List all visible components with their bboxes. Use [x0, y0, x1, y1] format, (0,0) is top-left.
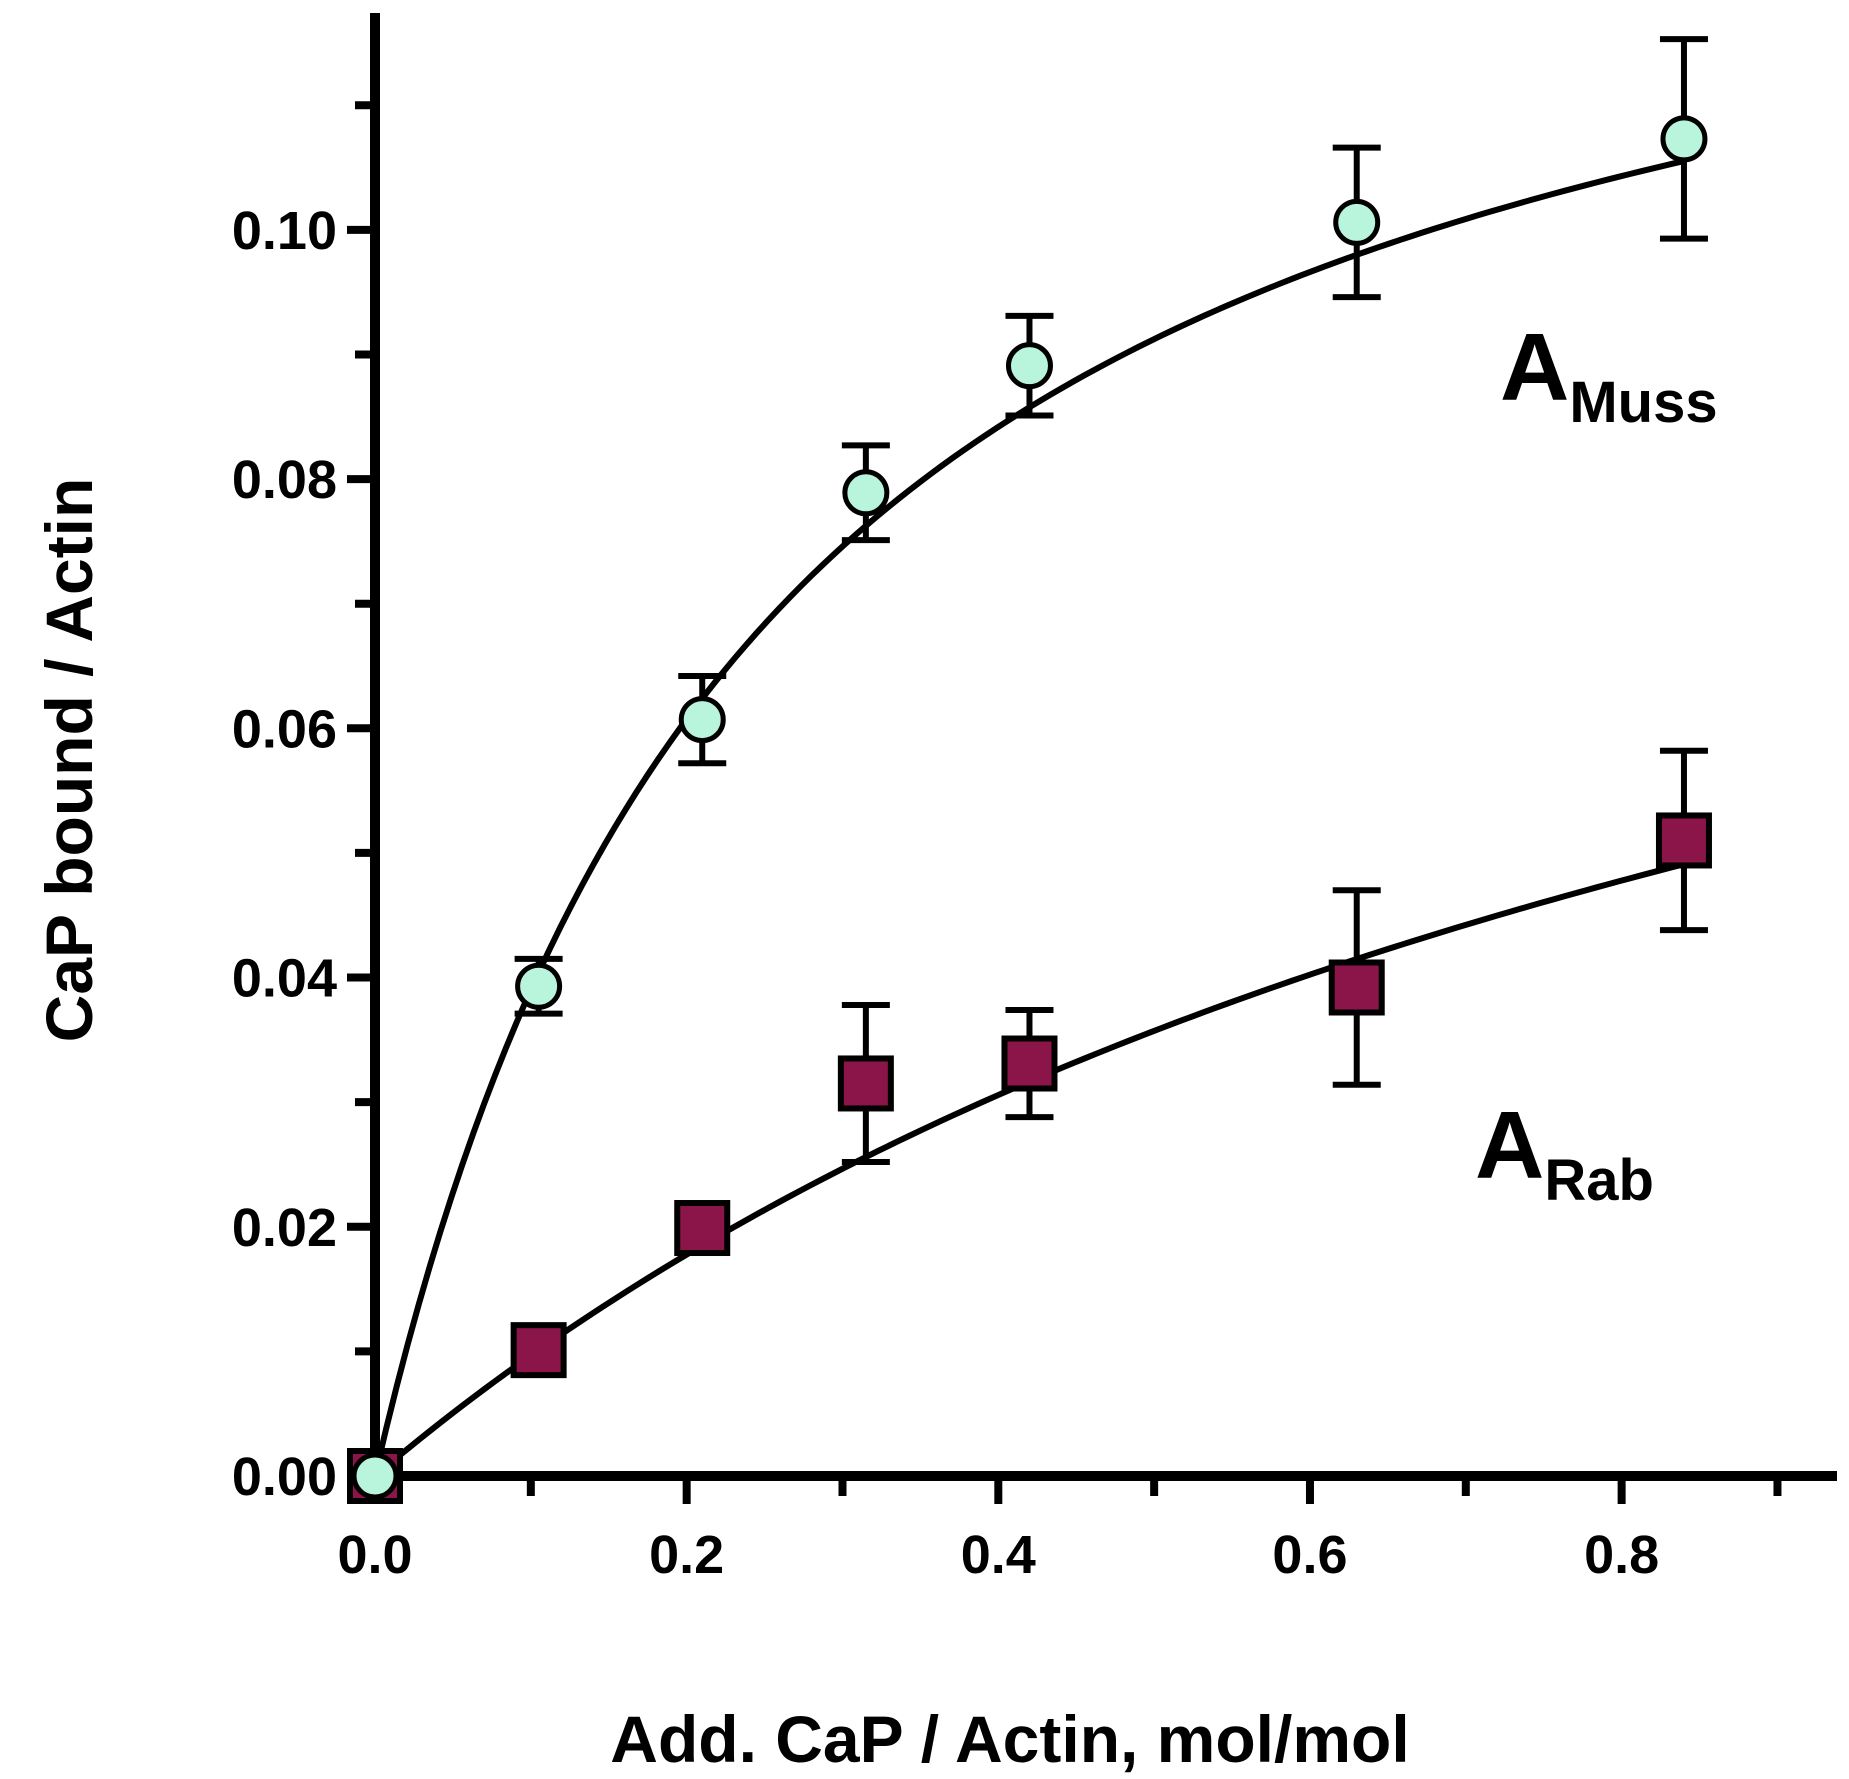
error-bars [514, 36, 1708, 1165]
series-label-rab-sub: Rab [1544, 1148, 1654, 1213]
data-point-muss [678, 696, 726, 744]
y-tick-label: 0.08 [232, 450, 337, 510]
series-label-muss-main: A [1500, 314, 1569, 421]
ticks: 0.0 0.2 0.4 0.6 0.8 0.00 0.02 0.04 0.06 0.08 0.10 [232, 101, 1782, 1585]
x-tick-label: 0.6 [1272, 1525, 1347, 1585]
data-point-rab [1328, 959, 1385, 1016]
y-tick-label: 0.10 [232, 201, 337, 261]
x-tick-label: 0.4 [961, 1525, 1036, 1585]
data-point-muss [1660, 115, 1708, 163]
x-tick-label: 0.2 [649, 1525, 724, 1585]
series-label-muss-sub: Muss [1569, 370, 1717, 435]
x-tick-label: 0.8 [1584, 1525, 1659, 1585]
data-point-rab [1655, 812, 1712, 869]
series-label-rab-main: A [1475, 1092, 1544, 1199]
series-label-rab: ARab [1475, 1092, 1654, 1213]
data-point-rab [837, 1055, 894, 1112]
data-point-muss [1005, 342, 1053, 390]
x-tick-label: 0.0 [337, 1525, 412, 1585]
y-axis-title: CaP bound / Actin [32, 478, 106, 1043]
data-point-rab [674, 1200, 731, 1257]
y-tick-label: 0.04 [232, 949, 337, 1009]
data-point-rab [1001, 1035, 1058, 1092]
x-axis-title: Add. CaP / Actin, mol/mol [610, 1702, 1409, 1776]
data-point-muss [351, 1452, 399, 1500]
data-point-muss [1333, 198, 1381, 246]
data-point-muss [515, 962, 563, 1010]
axes [370, 13, 1837, 1481]
data-point-muss [842, 469, 890, 517]
data-point-rab [510, 1322, 567, 1379]
y-tick-label: 0.02 [232, 1198, 337, 1258]
y-tick-label: 0.00 [232, 1447, 337, 1507]
data-markers [347, 115, 1712, 1504]
series-label-muss: AMuss [1500, 314, 1718, 435]
y-tick-label: 0.06 [232, 699, 337, 759]
